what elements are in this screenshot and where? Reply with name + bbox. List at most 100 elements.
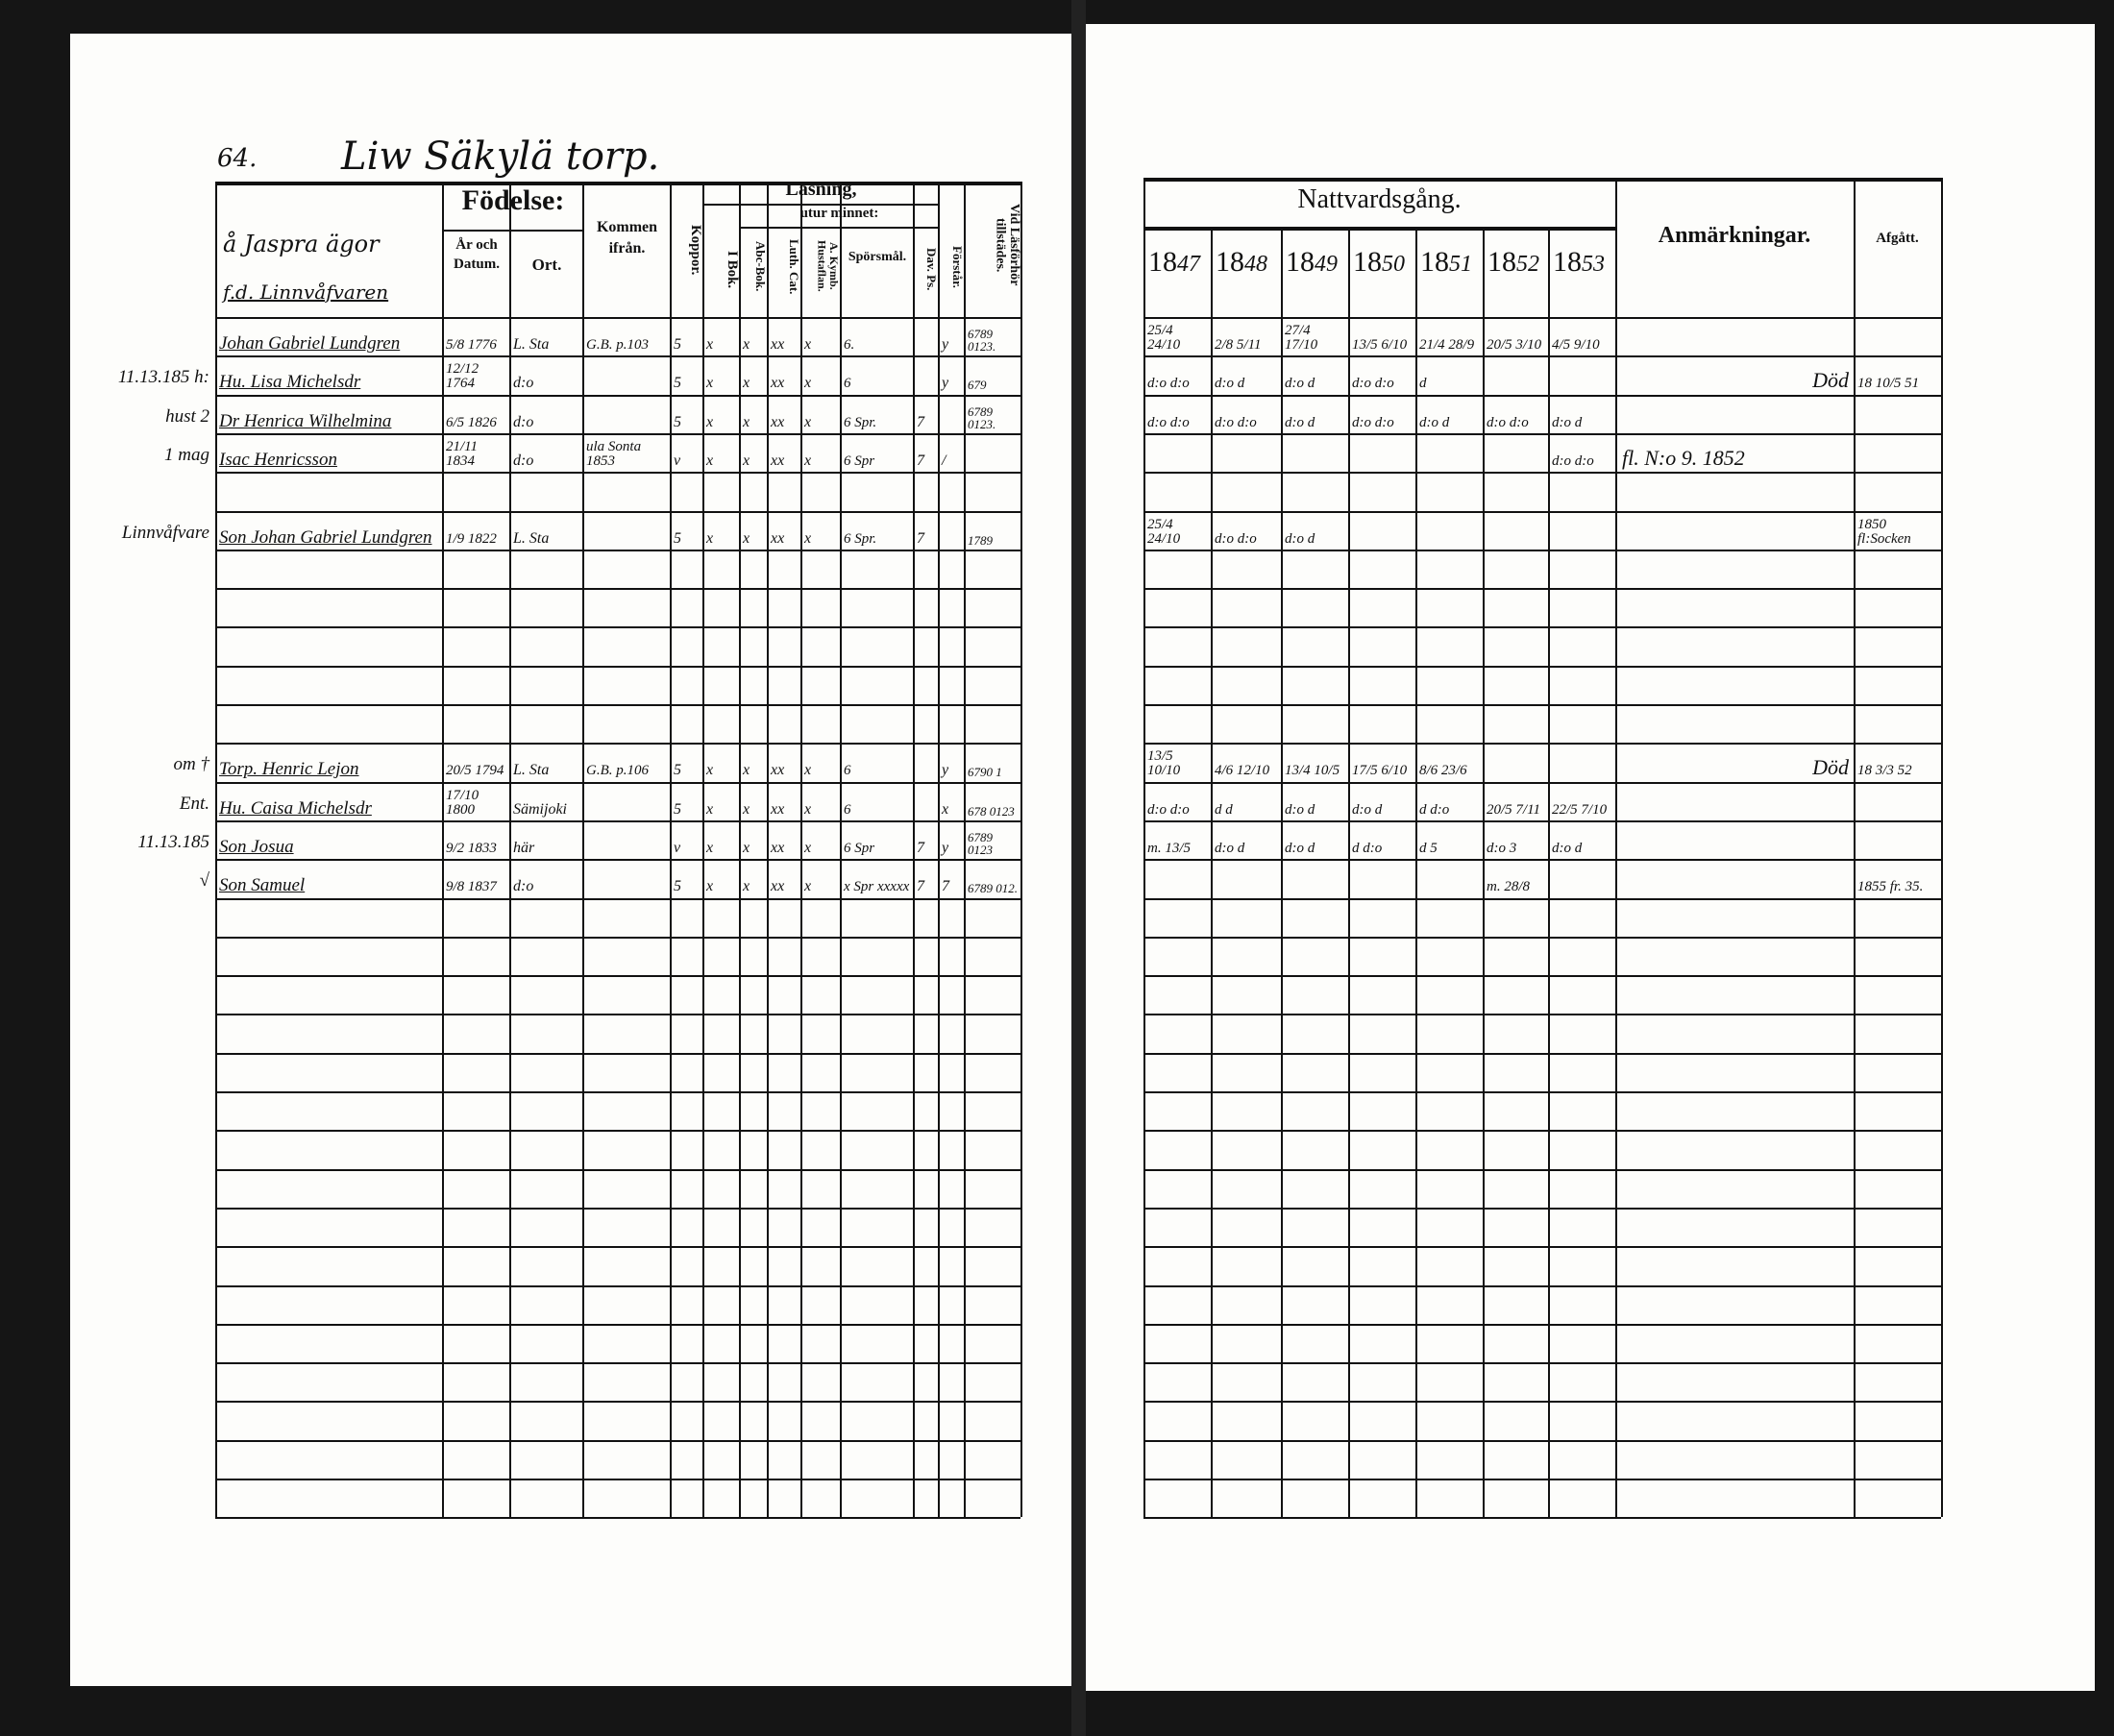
table-cell: x Spr xxxxx	[844, 879, 910, 894]
communion-cell: d:o d:o	[1147, 376, 1190, 391]
row-rule	[1143, 1401, 1941, 1403]
communion-cell: d:o d:o	[1215, 531, 1257, 547]
communion-cell: d:o d	[1215, 376, 1245, 391]
book-spine	[1071, 0, 1086, 1736]
communion-cell: 21/4 28/9	[1419, 337, 1475, 353]
header-nattvardsgang: Nattvardsgång.	[1297, 184, 1462, 214]
row-rule	[215, 743, 1020, 745]
row-rule	[215, 937, 1020, 939]
afgatt-cell: 1850 fl:Socken	[1857, 516, 1911, 547]
row-rule	[215, 1208, 1020, 1210]
table-cell: x	[706, 800, 714, 818]
communion-cell: 27/4 17/10	[1285, 322, 1318, 353]
row-rule	[215, 550, 1020, 551]
table-cell: 6 Spr	[844, 453, 875, 469]
table-cell: x	[804, 374, 812, 391]
header-vid-lasforhor: Vid Läsförhör tillstädes.	[993, 204, 1021, 286]
table-cell: x	[706, 374, 714, 391]
row-rule	[1143, 472, 1941, 474]
table-cell: y	[942, 761, 949, 778]
table-cell: 7	[942, 877, 949, 894]
communion-cell: d:o d:o	[1215, 415, 1257, 430]
row-rule	[1143, 704, 1941, 706]
column-rule	[800, 182, 802, 1518]
communion-cell: d:o d	[1419, 415, 1450, 430]
row-rule	[1143, 937, 1941, 939]
table-cell: Son Samuel	[219, 874, 306, 895]
communion-cell: d:o d	[1552, 415, 1583, 430]
row-rule	[1143, 898, 1941, 900]
communion-cell: d:o d:o	[1552, 453, 1594, 469]
year-prefix: 18	[1148, 246, 1177, 278]
fodelse-rule	[442, 230, 582, 232]
header-dav-ps: Dav. Ps.	[924, 247, 939, 291]
owner-note: å Jaspra ägor	[223, 231, 380, 257]
column-rule	[702, 182, 704, 1518]
margin-note: 11.13.185 h:	[117, 367, 209, 387]
table-cell: 6 Spr.	[844, 415, 877, 430]
table-cell: 5	[674, 529, 681, 547]
table-cell: d:o	[513, 452, 534, 469]
year-prefix: 18	[1553, 246, 1582, 278]
table-cell: 7	[917, 877, 924, 894]
page-title: Liw Säkylä torp.	[341, 134, 660, 179]
row-rule	[1143, 859, 1941, 861]
table-cell: 6/5 1826	[446, 415, 497, 430]
communion-cell: 17/5 6/10	[1352, 763, 1408, 778]
communion-cell: 4/6 12/10	[1215, 763, 1270, 778]
year-header: 1853	[1553, 246, 1605, 279]
communion-cell: d:o d	[1285, 802, 1315, 818]
header-abc-bok: Abc-Bok.	[753, 241, 768, 292]
column-rule	[1211, 227, 1213, 1518]
year-prefix: 18	[1353, 246, 1382, 278]
row-rule	[1143, 743, 1941, 745]
right-page	[1086, 24, 2095, 1691]
header-i-bok: I Bok.	[725, 251, 740, 289]
afgatt-cell: 18 3/3 52	[1857, 763, 1912, 778]
table-cell: xx	[771, 413, 785, 430]
column-rule	[1483, 227, 1485, 1518]
table-cell: här	[513, 839, 535, 856]
communion-cell: d:o d	[1285, 415, 1315, 430]
table-cell: x	[804, 800, 812, 818]
row-rule	[215, 1362, 1020, 1364]
year-suffix: 49	[1315, 252, 1338, 277]
table-cell: L. Sta	[513, 761, 550, 778]
table-cell: x	[804, 877, 812, 894]
table-cell: x	[706, 335, 714, 353]
table-cell: d:o	[513, 413, 534, 430]
afgatt-cell: 1855 fr. 35.	[1857, 879, 1924, 894]
year-suffix: 48	[1244, 252, 1267, 277]
table-cell: 12/12 1764	[446, 360, 479, 391]
row-rule	[1143, 1014, 1941, 1015]
table-cell: x	[804, 839, 812, 856]
communion-cell: 20/5 7/11	[1487, 802, 1540, 818]
communion-cell: d:o d:o	[1487, 415, 1529, 430]
table-cell: 6789 0123	[968, 829, 993, 858]
year-header: 1847	[1148, 246, 1200, 279]
table-cell: 6	[844, 376, 851, 391]
row-rule	[215, 1130, 1020, 1132]
row-rule	[215, 1014, 1020, 1015]
table-cell: 678 0123	[968, 804, 1015, 819]
year-header: 1852	[1487, 246, 1539, 279]
row-rule	[215, 666, 1020, 668]
header-fodelse: Födelse:	[461, 184, 565, 216]
row-rule	[1143, 588, 1941, 590]
table-cell: x	[743, 374, 750, 391]
year-prefix: 18	[1216, 246, 1244, 278]
column-rule	[582, 182, 584, 1518]
table-cell: 6789 012.	[968, 881, 1018, 896]
table-cell: G.B. p.103	[586, 337, 649, 353]
row-rule	[1143, 1130, 1941, 1132]
table-cell: 6789 0123.	[968, 326, 996, 355]
table-cell: v	[674, 839, 681, 856]
table-cell: Hu. Lisa Michelsdr	[219, 371, 361, 392]
table-cell: xx	[771, 761, 785, 778]
year-prefix: 18	[1487, 246, 1516, 278]
row-rule	[1143, 1517, 1941, 1519]
table-cell: Son Johan Gabriel Lundgren	[219, 526, 432, 548]
table-cell: y	[942, 839, 949, 856]
table-cell: G.B. p.106	[586, 763, 649, 778]
table-cell: xx	[771, 529, 785, 547]
